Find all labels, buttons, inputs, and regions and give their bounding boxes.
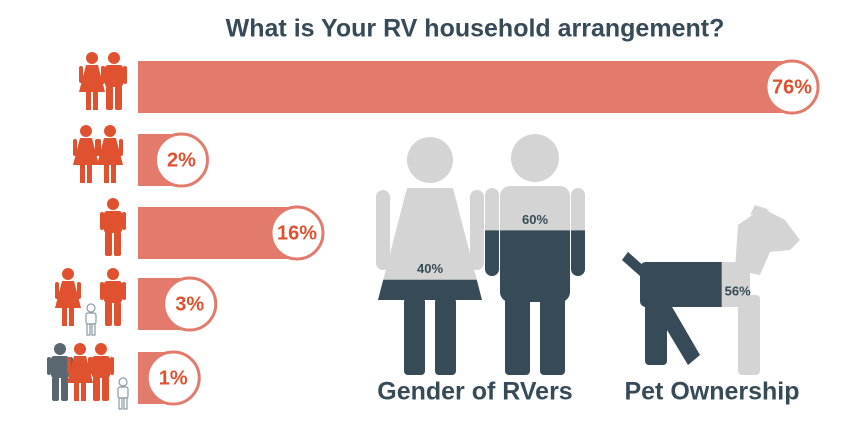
chart-title: What is Your RV household arrangement?	[226, 15, 725, 43]
value-label: 1%	[159, 367, 188, 389]
value-label: 40%	[417, 261, 443, 276]
value-label: 56%	[725, 283, 751, 298]
value-badge	[154, 132, 209, 188]
value-label: 2%	[167, 149, 196, 171]
value-badge	[162, 276, 218, 332]
gender-title: Gender of RVers	[377, 378, 572, 406]
value-badge	[269, 205, 325, 261]
household-icons	[47, 52, 129, 410]
value-label: 76%	[772, 76, 812, 98]
value-badge	[145, 350, 201, 406]
pet-title: Pet Ownership	[624, 378, 799, 406]
value-label: 16%	[277, 222, 317, 244]
figure-base	[376, 137, 484, 375]
bar	[138, 61, 792, 113]
value-label: 3%	[175, 293, 204, 315]
value-label: 60%	[522, 212, 548, 227]
value-badge	[764, 59, 820, 115]
